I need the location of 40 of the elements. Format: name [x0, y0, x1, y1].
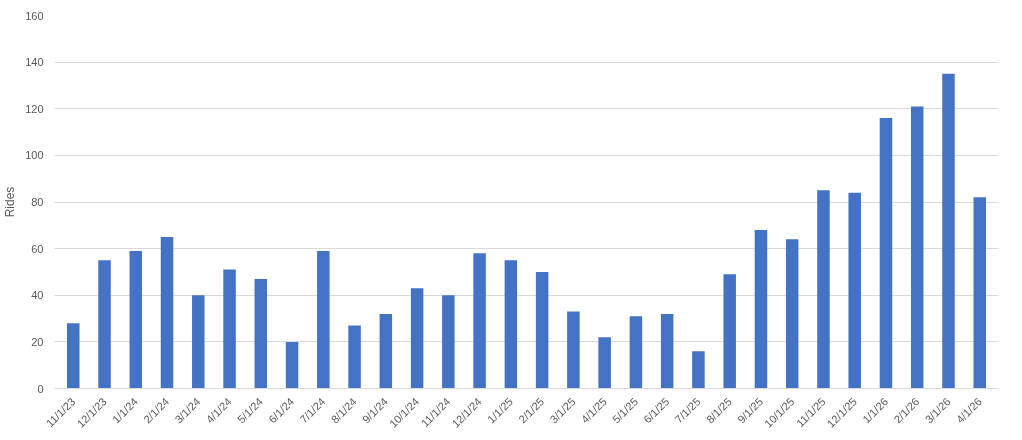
bar [317, 250, 330, 389]
bar [192, 295, 205, 389]
bar [504, 260, 518, 389]
bar [98, 260, 111, 389]
bar [567, 311, 580, 389]
y-tick-label: 20 [31, 335, 44, 348]
bar [629, 316, 643, 389]
y-tick-label: 40 [31, 289, 44, 302]
bar [285, 341, 299, 389]
bar [879, 118, 893, 389]
y-tick-label: 80 [31, 196, 44, 208]
y-axis-title: Rides [3, 186, 18, 218]
bar [660, 313, 674, 389]
bar [817, 190, 830, 389]
bar [67, 323, 80, 389]
bar [348, 325, 361, 389]
bar [598, 337, 611, 389]
bar [129, 250, 143, 389]
bar [973, 197, 986, 389]
bar [223, 269, 236, 389]
bar [942, 73, 955, 389]
bar [473, 253, 486, 389]
y-tick-label: 140 [25, 56, 44, 69]
bar [410, 288, 424, 389]
y-tick-label: 60 [31, 242, 44, 255]
bar [379, 313, 393, 389]
y-tick-label: 100 [25, 149, 44, 162]
bar [692, 351, 705, 389]
y-tick-label: 160 [25, 9, 44, 22]
bar [723, 274, 736, 389]
y-tick-label: 120 [25, 102, 44, 115]
bar [754, 229, 768, 389]
bar [910, 106, 924, 389]
bar [442, 295, 455, 389]
bar [160, 236, 174, 389]
bar [848, 192, 861, 389]
bar [254, 278, 268, 389]
y-tick-label: 0 [37, 382, 44, 395]
bar [785, 239, 799, 389]
bar [535, 271, 549, 389]
